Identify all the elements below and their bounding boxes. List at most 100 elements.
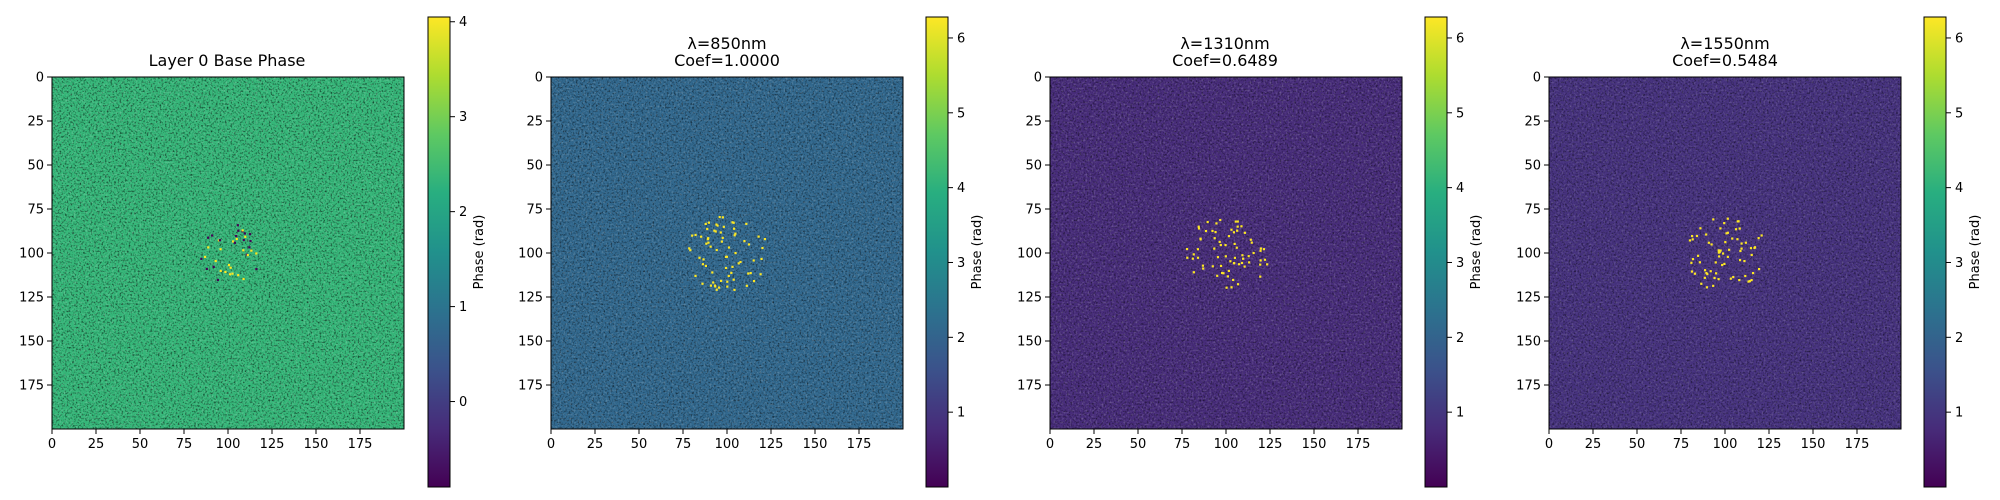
- speckle-point: [705, 242, 708, 245]
- speckle-point: [1717, 278, 1720, 281]
- y-tick-label: 25: [1025, 115, 1042, 130]
- speckle-point: [1693, 272, 1697, 275]
- y-tick-label: 175: [19, 379, 44, 394]
- panel-2: λ=850nm Coef=1.0000 0 25 50 75 100 125 150 175 …: [518, 16, 985, 488]
- panel-4-colorbar-label: Phase (rad): [1968, 215, 1983, 290]
- speckle-point: [1688, 239, 1692, 242]
- speckle-point: [730, 271, 733, 274]
- speckle-point: [701, 282, 704, 285]
- speckle-point: [706, 227, 709, 231]
- speckle-point: [1744, 274, 1747, 278]
- speckle-point: [205, 267, 208, 271]
- speckle-point: [1691, 235, 1694, 238]
- speckle-point: [719, 231, 722, 234]
- speckle-point: [1237, 263, 1241, 266]
- speckle-point: [1719, 249, 1722, 252]
- speckle-point: [1226, 275, 1230, 278]
- speckle-point: [235, 237, 238, 241]
- speckle-point: [1186, 256, 1189, 259]
- colorbar-tick-label: 6: [1955, 31, 1963, 46]
- speckle-point: [719, 279, 723, 282]
- speckle-point: [1263, 258, 1267, 261]
- speckle-point: [1721, 263, 1724, 267]
- y-tick-label: 125: [19, 291, 44, 306]
- speckle-point: [1222, 272, 1225, 275]
- x-tick-label: 75: [1673, 437, 1690, 452]
- speckle-point: [709, 284, 713, 287]
- speckle-point: [1740, 247, 1743, 250]
- speckle-point: [763, 238, 767, 241]
- speckle-point: [1718, 250, 1721, 254]
- speckle-point: [757, 235, 760, 238]
- speckle-point: [691, 234, 694, 237]
- y-tick-label: 100: [1516, 247, 1541, 262]
- speckle-point: [1738, 259, 1742, 262]
- x-tick-label: 25: [587, 437, 604, 452]
- speckle-point: [1714, 261, 1717, 264]
- speckle-point: [1707, 241, 1710, 244]
- y-tick-label: 50: [1524, 159, 1541, 174]
- speckle-point: [1262, 248, 1266, 251]
- colorbar-tick-label: 3: [957, 256, 965, 271]
- speckle-point: [228, 273, 232, 276]
- y-tick-label: 75: [526, 203, 543, 218]
- speckle-point: [704, 264, 708, 268]
- speckle-point: [237, 274, 240, 277]
- y-tick-label: 50: [27, 159, 44, 174]
- speckle-point: [1712, 284, 1715, 287]
- x-tick-label: 175: [847, 437, 872, 452]
- speckle-point: [1219, 218, 1222, 222]
- speckle-point: [1704, 269, 1707, 272]
- speckle-point: [734, 232, 737, 235]
- speckle-point: [1259, 263, 1262, 266]
- panel-3-heatmap: [1049, 76, 1403, 430]
- speckle-point: [1249, 238, 1252, 241]
- speckle-point: [231, 272, 234, 275]
- speckle-point: [1717, 249, 1720, 252]
- colorbar-tick-label: 2: [957, 331, 965, 346]
- speckle-point: [1705, 233, 1708, 236]
- speckle-point: [1211, 265, 1214, 268]
- speckle-point: [211, 234, 214, 237]
- speckle-point: [1196, 256, 1200, 259]
- x-tick-label: 125: [1757, 437, 1782, 452]
- y-tick-label: 175: [518, 379, 543, 394]
- speckle-point: [715, 288, 718, 291]
- speckle-point: [1224, 255, 1227, 258]
- speckle-point: [1715, 272, 1718, 275]
- y-tick-label: 150: [19, 335, 44, 350]
- colorbar-tick-label: 4: [459, 15, 467, 30]
- speckle-point: [1705, 271, 1708, 275]
- speckle-point: [224, 270, 227, 274]
- speckle-point: [701, 263, 705, 266]
- y-tick-label: 0: [1533, 71, 1541, 86]
- x-tick-label: 50: [132, 437, 149, 452]
- colorbar-tick-label: 1: [957, 406, 965, 421]
- speckle-point: [1706, 273, 1709, 276]
- speckle-point: [707, 241, 710, 244]
- panel-4: λ=1550nm Coef=0.5484 0 25 50 75 100 125 150 175…: [1516, 16, 1983, 488]
- speckle-point: [726, 285, 729, 288]
- speckle-point: [1698, 261, 1701, 264]
- speckle-point: [1232, 278, 1235, 281]
- speckle-point: [1729, 277, 1732, 280]
- speckle-point: [255, 252, 258, 255]
- speckle-point: [242, 277, 245, 281]
- speckle-point: [1695, 234, 1699, 238]
- speckle-point: [248, 233, 252, 236]
- speckle-point: [1259, 247, 1262, 250]
- speckle-point: [1757, 237, 1760, 240]
- speckle-point: [1738, 278, 1741, 282]
- speckle-point: [1243, 265, 1246, 268]
- y-tick-label: 75: [27, 203, 44, 218]
- panel-3-colorbar-scale: [1424, 16, 1448, 488]
- panel-4-colorbar: 1 2 3 4 5 6 Phase (rad): [1923, 16, 1983, 488]
- x-tick-label: 125: [260, 437, 285, 452]
- panel-2-title-line-2: Coef=1.0000: [674, 51, 780, 70]
- speckle-point: [1230, 286, 1233, 289]
- speckle-point: [1705, 286, 1708, 289]
- speckle-point: [1192, 253, 1195, 256]
- speckle-point: [229, 266, 232, 269]
- speckle-point: [1206, 220, 1209, 224]
- x-tick-label: 125: [1258, 437, 1283, 452]
